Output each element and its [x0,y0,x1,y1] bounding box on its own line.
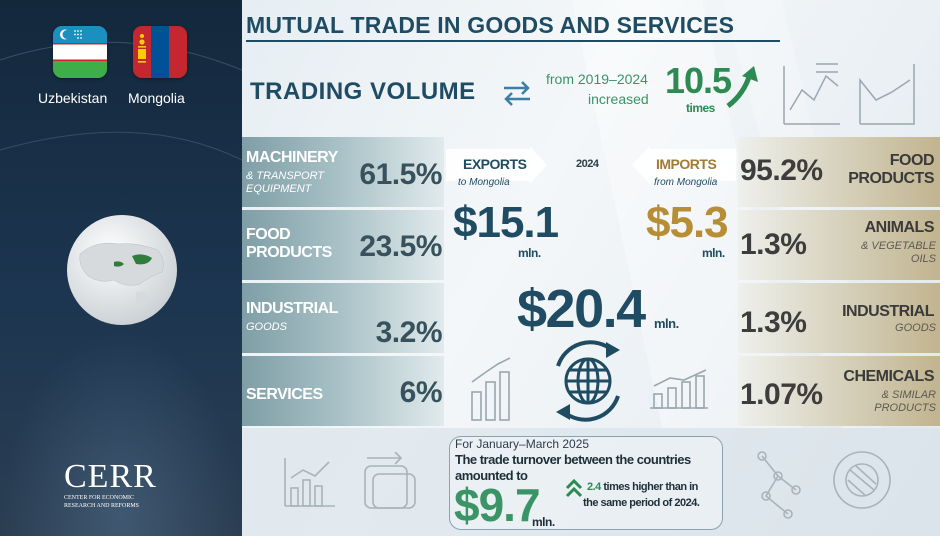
import-share-value: 95.2% [740,154,823,187]
left-panel: Uzbekistan Mongolia CERR CENTER FOR ECON… [0,0,242,536]
import-row-animals [738,210,940,280]
growth-bars-decoration-icon [471,357,511,421]
mongolia-flag-icon [133,26,187,78]
export-category-sub: & TRANSPORT EQUIPMENT [246,170,325,195]
q1-period-label: For January–March 2025 [455,437,590,451]
page-title: MUTUAL TRADE IN GOODS AND SERVICES [246,12,735,38]
q1-turnover-value: $9.7 [454,479,541,531]
q1-comparison-text-cont: the same period of 2024. [583,497,700,509]
q1-comparison-value: 2.4 [587,481,601,493]
import-category-label: INDUSTRIAL [842,303,934,320]
export-category-label: INDUSTRIAL [246,300,338,317]
growth-arrow-icon [726,66,758,108]
import-share-value: 1.07% [740,378,823,411]
line-chart-decoration-icon [783,63,915,125]
import-row-industrial [738,283,940,353]
imports-label: IMPORTS [656,156,717,172]
export-share-value: 3.2% [375,316,443,349]
bottom-strip [242,428,940,536]
export-row-machinery [242,137,444,207]
export-share-value: 23.5% [359,230,442,263]
swap-arrows-icon [504,81,530,106]
cerr-logo-subtitle-2: RESEARCH AND REFORMS [64,503,140,509]
imports-unit: mln. [702,246,725,260]
year-label: 2024 [576,158,599,170]
import-category-label: ANIMALS [864,219,935,236]
trade-total-value: $20.4 [517,279,646,339]
export-category-label: FOOD PRODUCTS [246,226,332,261]
export-share-value: 6% [399,376,443,409]
import-row-chemicals [738,356,940,426]
exports-unit: mln. [518,246,541,260]
trading-volume-times-label: times [686,101,715,115]
trading-volume-period: from 2019–2024 [546,71,648,87]
cerr-logo-subtitle-1: CENTER FOR ECONOMIC [64,495,135,501]
imports-arrow-banner [632,146,736,184]
trend-chart-decoration-icon [650,369,708,409]
export-row-food [242,210,444,280]
q1-2025-summary-box [449,436,723,530]
title-underline [246,40,780,42]
export-category-sub: GOODS [246,321,287,333]
cerr-logo: CERR CENTER FOR ECONOMIC RESEARCH AND RE… [64,460,157,510]
import-category-sub: GOODS [895,322,936,334]
import-category-label: CHEMICALS [843,368,934,385]
network-pie-decoration-icon [757,451,891,519]
cerr-logo-wordmark: CERR [64,458,157,495]
export-row-industrial [242,283,444,353]
imports-total-value: $5.3 [646,198,729,247]
uzbekistan-flag-icon [53,26,107,78]
double-chevron-up-icon [565,478,583,498]
city-glow-background [0,330,242,536]
q1-description-cont: amounted to [455,468,528,483]
exports-total-value: $15.1 [453,198,559,247]
trading-volume-increased: increased [588,91,649,107]
exports-arrow-banner [446,146,547,184]
q1-comparison-text: times higher than in [600,481,698,493]
export-row-services [242,356,444,426]
exports-destination: to Mongolia [458,177,510,188]
export-category-label: MACHINERY [246,149,338,166]
imports-origin: from Mongolia [654,177,718,188]
import-row-food [738,137,940,207]
export-share-value: 61.5% [359,158,442,191]
country-label-uzbekistan: Uzbekistan [38,90,108,106]
import-share-value: 1.3% [740,306,807,339]
import-category-label: FOOD PRODUCTS [848,152,934,187]
country-label-mongolia: Mongolia [128,90,185,106]
trade-total-unit: mln. [654,316,679,331]
charts-decoration-icon [284,452,416,509]
trading-volume-growth-value: 10.5 [665,60,732,101]
q1-comparison: 2.4 times higher than in [587,481,698,493]
route-lines-decoration [0,41,242,161]
globe-map-icon [67,215,177,325]
import-category-sub: & SIMILAR PRODUCTS [874,389,936,414]
import-share-value: 1.3% [740,228,807,261]
q1-turnover-unit: mln. [532,515,555,529]
q1-description: The trade turnover between the countries [455,452,691,467]
trading-volume-label: TRADING VOLUME [250,78,476,105]
import-category-sub: & VEGETABLE OILS [861,240,936,265]
globe-exchange-icon [556,340,620,422]
exports-label: EXPORTS [463,156,527,172]
export-category-label: SERVICES [246,386,323,403]
